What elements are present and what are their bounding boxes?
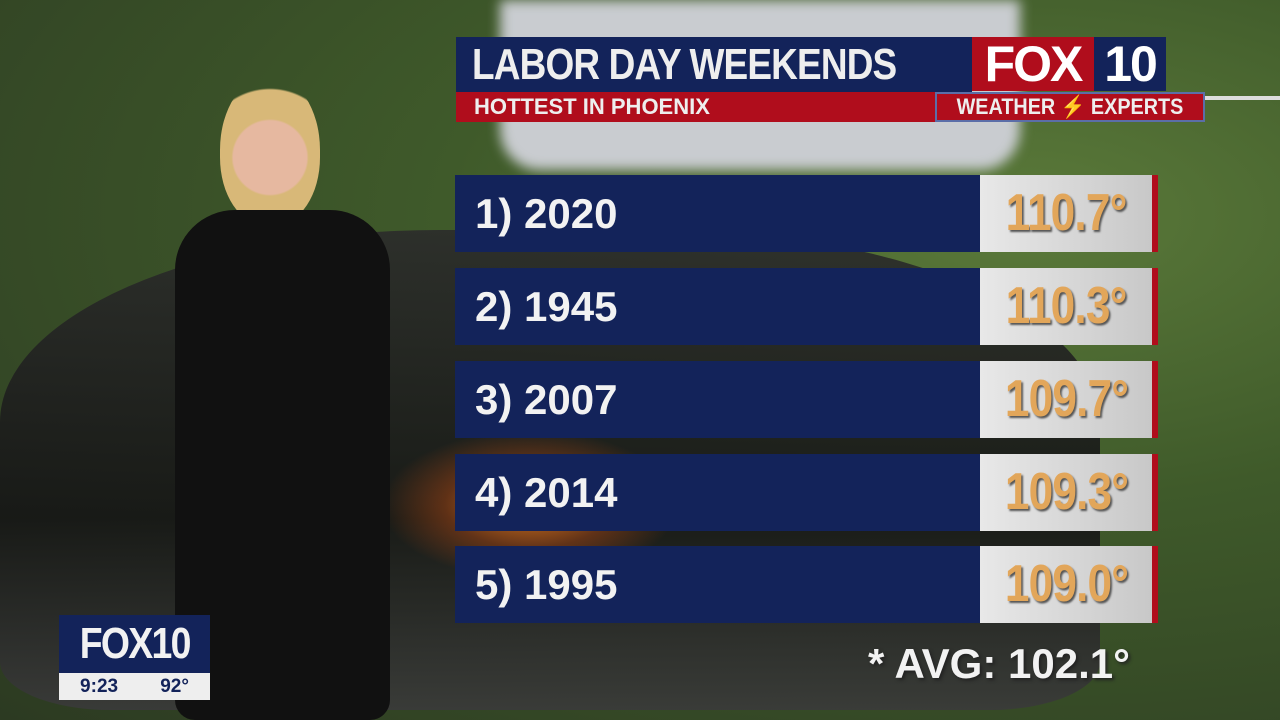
ranking-row: 2) 1945 110.3° bbox=[455, 268, 1158, 345]
page-title: LABOR DAY WEEKENDS bbox=[472, 40, 897, 89]
ranking-row: 5) 1995 109.0° bbox=[455, 546, 1158, 623]
ranking-value: 109.0° bbox=[1004, 555, 1128, 613]
weather-experts-badge: WEATHER ⚡ EXPERTS bbox=[935, 92, 1205, 122]
title-bar: LABOR DAY WEEKENDS bbox=[456, 37, 972, 92]
bug-temp: 92° bbox=[160, 676, 189, 697]
header-graphic: LABOR DAY WEEKENDS HOTTEST IN PHOENIX bbox=[456, 37, 972, 122]
ranking-row: 1) 2020 110.7° bbox=[455, 175, 1158, 252]
subtitle-bar: HOTTEST IN PHOENIX bbox=[456, 92, 935, 122]
presenter bbox=[165, 75, 405, 720]
fox10-logo: FOX 10 bbox=[972, 37, 1166, 91]
lightning-icon: ⚡ bbox=[1060, 94, 1086, 119]
ranking-value: 110.3° bbox=[1005, 277, 1128, 335]
ranking-value: 109.3° bbox=[1004, 463, 1128, 521]
ranking-row: 3) 2007 109.7° bbox=[455, 361, 1158, 438]
subtitle: HOTTEST IN PHOENIX bbox=[474, 94, 710, 119]
divider bbox=[1205, 96, 1280, 100]
ranking-value: 110.7° bbox=[1005, 184, 1128, 242]
bug-logo: FOX10 bbox=[79, 619, 192, 668]
average-temp: * AVG: 102.1° bbox=[868, 640, 1130, 687]
bug-time: 9:23 bbox=[80, 676, 119, 697]
ranking-value: 109.7° bbox=[1004, 370, 1128, 428]
station-bug: FOX10 9:23 92° bbox=[59, 615, 210, 700]
ranking-row: 4) 2014 109.3° bbox=[455, 454, 1158, 531]
